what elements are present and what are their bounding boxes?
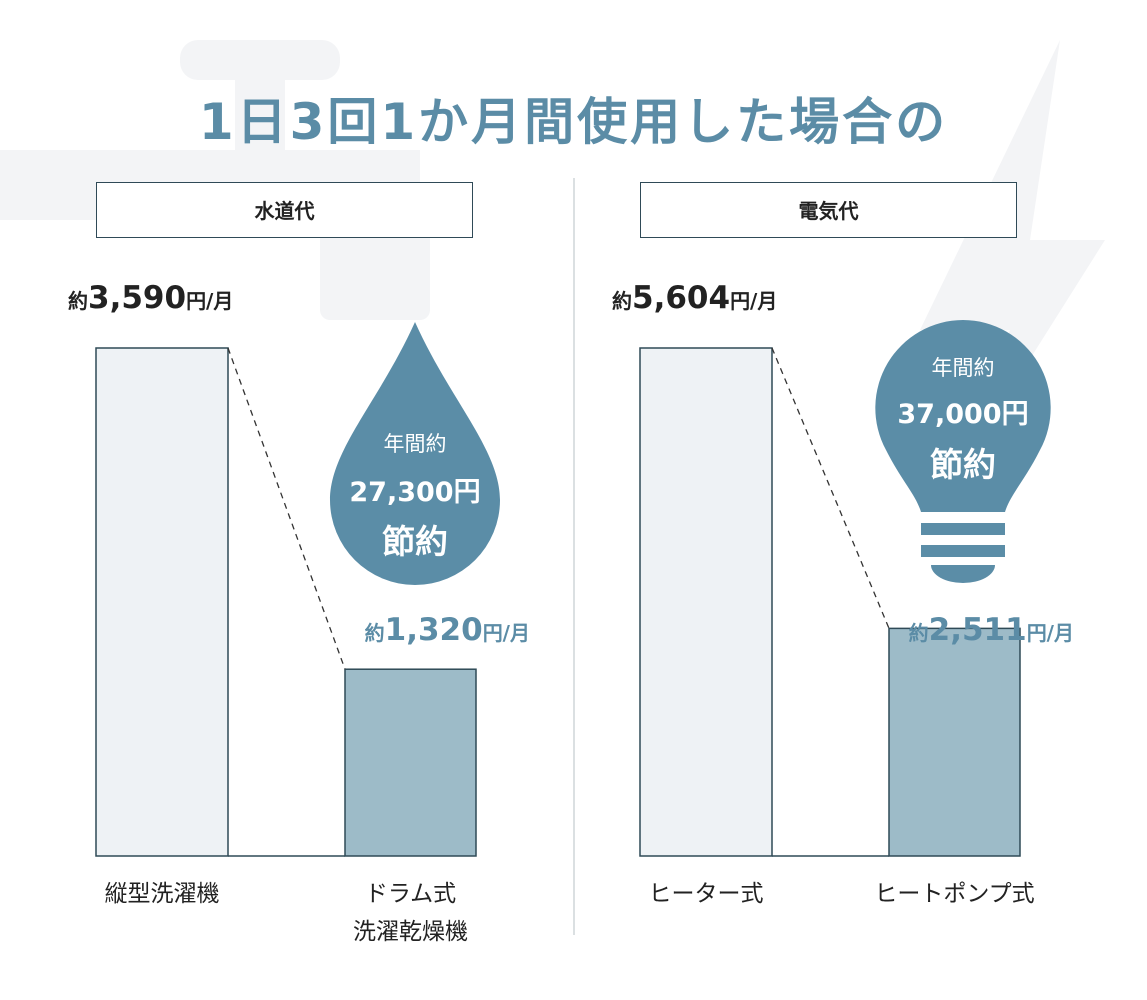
panel-header: 電気代 [640, 182, 1017, 238]
value-label: 約2,511円/月 [908, 612, 1074, 648]
annotation: 節約 [930, 445, 996, 484]
x-tick-label: 縦型洗濯機 [104, 881, 220, 907]
annotation: 年間約 [383, 432, 447, 456]
value-label: 約5,604円/月 [612, 280, 778, 316]
drop-icon [330, 322, 500, 585]
x-tick-label: ドラム式 洗濯乾燥機 [353, 881, 468, 945]
panel-header: 水道代 [96, 182, 473, 238]
bulb-icon [875, 320, 1051, 583]
connector [227, 347, 346, 670]
bar [95, 347, 229, 857]
bar [888, 627, 1021, 857]
page-title: 1日3回1か月間使用した場合の [198, 93, 949, 151]
x-tick-label: ヒートポンプ式 [874, 881, 1035, 907]
x-tick-label: ヒーター式 [648, 881, 764, 907]
value-label: 約1,320円/月 [364, 612, 530, 648]
annotation: 37,000円 [897, 399, 1029, 430]
connector [771, 347, 890, 629]
bar [344, 668, 477, 857]
value-label: 約3,590円/月 [68, 280, 234, 316]
annotation: 節約 [382, 522, 448, 561]
bar [639, 347, 773, 857]
annotation: 年間約 [931, 356, 995, 380]
annotation: 27,300円 [349, 477, 481, 508]
